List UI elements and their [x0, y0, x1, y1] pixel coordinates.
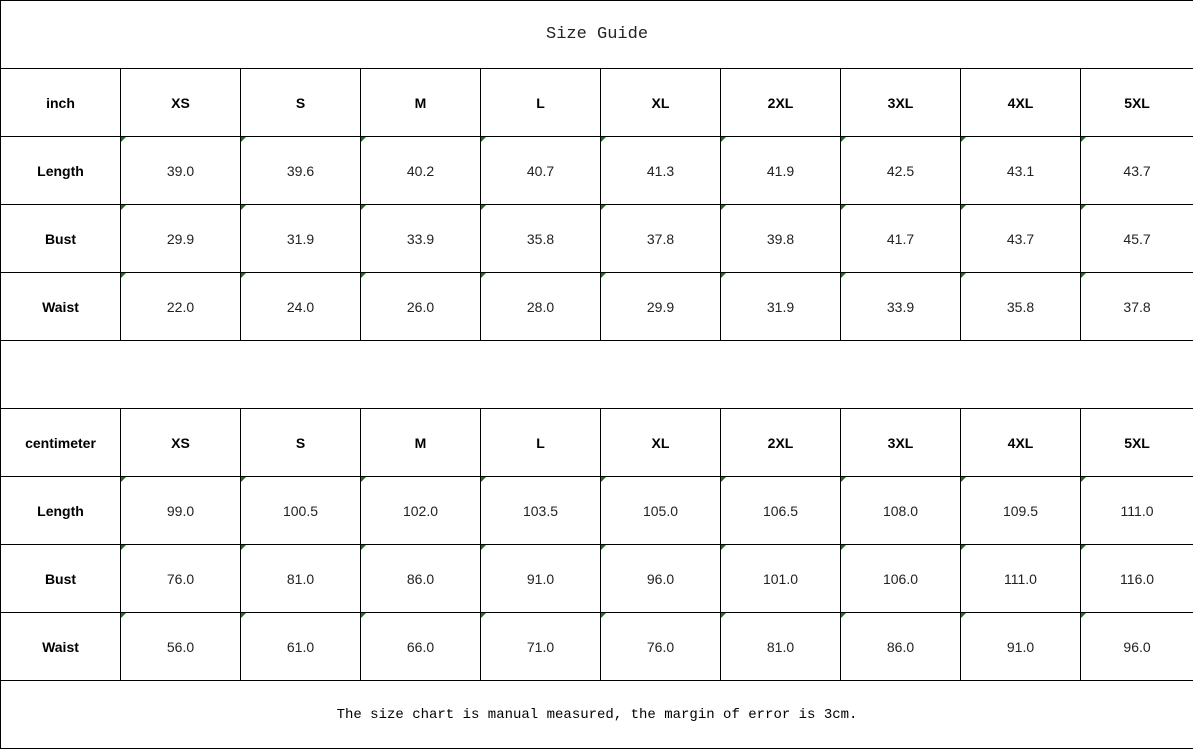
measurement-label: Length: [0, 136, 121, 205]
value-cell: 31.9: [240, 204, 361, 273]
unit-label: centimeter: [0, 408, 121, 477]
value-cell: 39.8: [720, 204, 841, 273]
size-header: M: [360, 68, 481, 137]
table-row: Bust 29.9 31.9 33.9 35.8 37.8 39.8 41.7 43.7 45.7: [0, 204, 1193, 273]
value-cell: 39.6: [240, 136, 361, 205]
value-cell: 101.0: [720, 544, 841, 613]
size-header: L: [480, 68, 601, 137]
table-row: Waist 22.0 24.0 26.0 28.0 29.9 31.9 33.9 35.8 37.…: [0, 272, 1193, 341]
value-cell: 108.0: [840, 476, 961, 545]
value-cell: 66.0: [360, 612, 481, 681]
value-cell: 26.0: [360, 272, 481, 341]
value-cell: 106.5: [720, 476, 841, 545]
size-header: S: [240, 408, 361, 477]
size-header: M: [360, 408, 481, 477]
size-header: S: [240, 68, 361, 137]
size-header: XS: [120, 408, 241, 477]
value-cell: 86.0: [840, 612, 961, 681]
inch-header-row: inch XS S M L XL 2XL 3XL 4XL 5XL: [0, 68, 1193, 137]
size-header: 3XL: [840, 68, 961, 137]
value-cell: 41.9: [720, 136, 841, 205]
size-header: 4XL: [960, 408, 1081, 477]
value-cell: 105.0: [600, 476, 721, 545]
value-cell: 111.0: [960, 544, 1081, 613]
value-cell: 42.5: [840, 136, 961, 205]
value-cell: 103.5: [480, 476, 601, 545]
table-row: Length 99.0 100.5 102.0 103.5 105.0 106.5 108.0…: [0, 476, 1193, 545]
value-cell: 22.0: [120, 272, 241, 341]
spacer-row: [0, 340, 1193, 409]
measurement-label: Waist: [0, 612, 121, 681]
value-cell: 43.7: [1079, 136, 1193, 205]
measurement-label: Waist: [0, 272, 121, 341]
value-cell: 109.5: [960, 476, 1081, 545]
table-row: Bust 76.0 81.0 86.0 91.0 96.0 101.0 106.0 111.0 1…: [0, 544, 1193, 613]
value-cell: 43.1: [960, 136, 1081, 205]
value-cell: 29.9: [600, 272, 721, 341]
value-cell: 35.8: [480, 204, 601, 273]
size-header: 5XL: [1079, 408, 1193, 477]
cm-header-row: centimeter XS S M L XL 2XL 3XL 4XL 5XL: [0, 408, 1193, 477]
value-cell: 41.3: [600, 136, 721, 205]
page-title: Size Guide: [0, 0, 1193, 69]
value-cell: 61.0: [240, 612, 361, 681]
value-cell: 35.8: [960, 272, 1081, 341]
value-cell: 45.7: [1079, 204, 1193, 273]
value-cell: 31.9: [720, 272, 841, 341]
value-cell: 100.5: [240, 476, 361, 545]
value-cell: 40.2: [360, 136, 481, 205]
size-header: XS: [120, 68, 241, 137]
value-cell: 43.7: [960, 204, 1081, 273]
value-cell: 81.0: [240, 544, 361, 613]
value-cell: 24.0: [240, 272, 361, 341]
value-cell: 102.0: [360, 476, 481, 545]
value-cell: 56.0: [120, 612, 241, 681]
value-cell: 40.7: [480, 136, 601, 205]
measurement-label: Bust: [0, 544, 121, 613]
value-cell: 81.0: [720, 612, 841, 681]
value-cell: 76.0: [120, 544, 241, 613]
measurement-label: Bust: [0, 204, 121, 273]
table-row: Waist 56.0 61.0 66.0 71.0 76.0 81.0 86.0 91.0 96.…: [0, 612, 1193, 681]
footnote: The size chart is manual measured, the m…: [0, 680, 1193, 749]
measurement-label: Length: [0, 476, 121, 545]
value-cell: 29.9: [120, 204, 241, 273]
value-cell: 37.8: [1079, 272, 1193, 341]
value-cell: 37.8: [600, 204, 721, 273]
size-header: 2XL: [720, 68, 841, 137]
unit-label: inch: [0, 68, 121, 137]
value-cell: 106.0: [840, 544, 961, 613]
size-header: XL: [600, 68, 721, 137]
value-cell: 96.0: [600, 544, 721, 613]
size-header: L: [480, 408, 601, 477]
value-cell: 99.0: [120, 476, 241, 545]
value-cell: 71.0: [480, 612, 601, 681]
value-cell: 91.0: [480, 544, 601, 613]
size-header: 3XL: [840, 408, 961, 477]
value-cell: 33.9: [360, 204, 481, 273]
value-cell: 116.0: [1079, 544, 1193, 613]
size-header: 5XL: [1079, 68, 1193, 137]
value-cell: 91.0: [960, 612, 1081, 681]
table-row: Length 39.0 39.6 40.2 40.7 41.3 41.9 42.5 43.1 43…: [0, 136, 1193, 205]
value-cell: 86.0: [360, 544, 481, 613]
value-cell: 41.7: [840, 204, 961, 273]
value-cell: 111.0: [1079, 476, 1193, 545]
size-header: 2XL: [720, 408, 841, 477]
size-header: 4XL: [960, 68, 1081, 137]
value-cell: 96.0: [1079, 612, 1193, 681]
value-cell: 39.0: [120, 136, 241, 205]
value-cell: 28.0: [480, 272, 601, 341]
value-cell: 33.9: [840, 272, 961, 341]
size-header: XL: [600, 408, 721, 477]
value-cell: 76.0: [600, 612, 721, 681]
